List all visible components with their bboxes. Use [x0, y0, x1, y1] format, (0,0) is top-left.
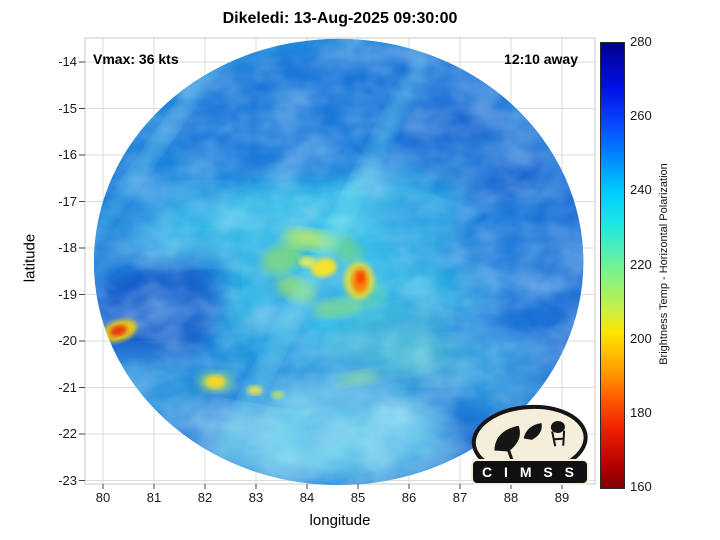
banding-arc — [186, 38, 438, 486]
y-tick-label: -22 — [58, 426, 77, 441]
colorbar-tick-label: 180 — [630, 404, 652, 420]
y-axis-label: latitude — [21, 233, 39, 283]
y-tick-label: -20 — [58, 333, 77, 348]
cimss-logo: C I M S S — [471, 404, 589, 485]
colorbar-tick-label: 260 — [630, 108, 652, 124]
small-dish-icon — [523, 423, 542, 440]
colorbar-tick-label: 160 — [630, 479, 652, 494]
banding-arc — [262, 242, 303, 274]
x-tick-label: 86 — [401, 490, 417, 505]
y-tick-label: -23 — [58, 472, 77, 488]
convective-cell — [271, 391, 284, 399]
y-tick-label: -14 — [58, 54, 77, 69]
x-tick-label: 87 — [452, 490, 468, 505]
convective-cell — [356, 271, 365, 284]
x-tick-label: 83 — [248, 490, 264, 505]
banding-arcs — [93, 38, 438, 486]
colorbar-tick-label: 200 — [630, 330, 652, 346]
cimss-banner — [471, 459, 589, 485]
axis-tick-marks — [79, 61, 563, 489]
convective-hotspots — [101, 256, 375, 399]
radio-dish-stand — [506, 449, 514, 461]
water-tower-legs — [551, 430, 566, 447]
x-tick-label: 88 — [503, 490, 519, 505]
colorbar-label: Brightness Temp - Horizontal Polarizatio… — [658, 163, 670, 365]
x-tick-label: 80 — [95, 490, 111, 505]
banding-arc — [335, 370, 381, 386]
y-tick-label: -18 — [58, 240, 77, 255]
colorbar-tick-label: 220 — [630, 256, 652, 272]
colorbar-tick-label: 240 — [630, 182, 652, 198]
colorbar-tick-label: 280 — [630, 34, 652, 49]
x-tick-label: 89 — [554, 490, 570, 505]
x-tick-label: 84 — [299, 490, 315, 505]
banding-arc — [93, 58, 219, 243]
convective-cell — [109, 325, 127, 337]
y-tick-label: -19 — [58, 286, 77, 302]
y-tick-label: -17 — [58, 193, 77, 209]
convective-cell — [310, 258, 337, 277]
y-tick-label: -16 — [58, 147, 77, 162]
x-tick-label: 81 — [146, 490, 162, 505]
convective-cell — [298, 256, 316, 268]
y-tick-label: -21 — [58, 379, 77, 395]
x-axis-label: longitude — [309, 512, 371, 529]
figure-title: Dikeledi: 13-Aug-2025 09:30:00 — [222, 10, 458, 27]
radio-dish-icon — [494, 425, 520, 452]
swath-disk — [93, 38, 584, 486]
banding-arc — [312, 297, 363, 318]
eta-annotation: 12:10 away — [504, 51, 578, 67]
x-tick-label: 85 — [350, 490, 366, 505]
convective-cell — [247, 385, 263, 395]
y-tick-label: -15 — [58, 100, 77, 116]
cimss-banner-text: C I M S S — [482, 464, 578, 480]
water-tower-icon — [550, 421, 565, 434]
convective-cell — [205, 375, 226, 389]
vmax-annotation: Vmax: 36 kts — [93, 51, 179, 67]
colorbar — [600, 42, 625, 489]
x-tick-label: 82 — [197, 490, 213, 505]
